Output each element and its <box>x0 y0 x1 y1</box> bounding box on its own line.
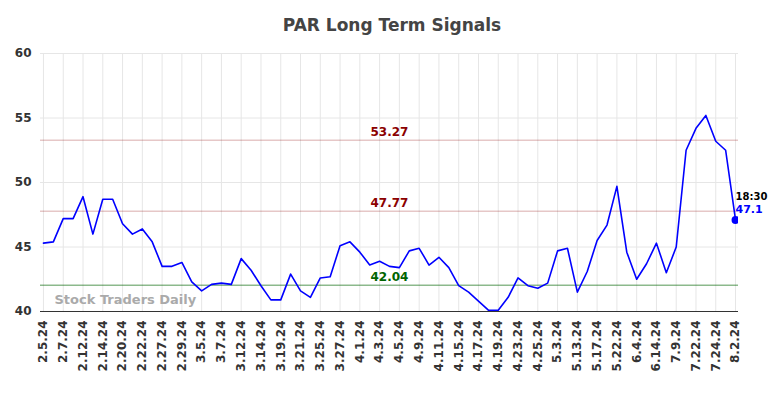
svg-text:2.27.24: 2.27.24 <box>155 321 169 372</box>
svg-text:2.22.24: 2.22.24 <box>135 321 149 372</box>
svg-text:50: 50 <box>15 175 32 189</box>
svg-text:47.77: 47.77 <box>371 196 409 210</box>
svg-text:7.9.24: 7.9.24 <box>669 321 683 364</box>
svg-text:40: 40 <box>15 304 32 318</box>
svg-text:18:30: 18:30 <box>736 191 768 202</box>
svg-text:6.14.24: 6.14.24 <box>649 321 663 372</box>
svg-text:3.5.24: 3.5.24 <box>194 321 208 364</box>
svg-text:47.1: 47.1 <box>736 203 763 216</box>
svg-text:7.24.24: 7.24.24 <box>709 321 723 372</box>
html-text:PAR Long Term Signals: PAR Long Term Signals <box>282 15 502 35</box>
svg-text:5.3.24: 5.3.24 <box>550 321 564 364</box>
svg-text:3.12.24: 3.12.24 <box>234 321 248 372</box>
svg-text:4.3.24: 4.3.24 <box>372 321 386 364</box>
svg-text:2.14.24: 2.14.24 <box>96 321 110 372</box>
svg-text:2.7.24: 2.7.24 <box>56 321 70 364</box>
svg-text:6.4.24: 6.4.24 <box>630 321 644 364</box>
svg-text:5.13.24: 5.13.24 <box>570 321 584 372</box>
svg-text:4.9.24: 4.9.24 <box>412 321 426 364</box>
svg-text:7.22.24: 7.22.24 <box>689 321 703 372</box>
svg-text:55: 55 <box>15 111 32 125</box>
svg-text:3.7.24: 3.7.24 <box>214 321 228 364</box>
svg-text:45: 45 <box>15 240 32 254</box>
svg-text:42.04: 42.04 <box>371 270 409 284</box>
svg-text:Stock Traders Daily: Stock Traders Daily <box>55 292 197 307</box>
svg-text:4.19.24: 4.19.24 <box>491 321 505 372</box>
svg-text:3.27.24: 3.27.24 <box>333 321 347 372</box>
svg-text:2.29.24: 2.29.24 <box>175 321 189 372</box>
svg-text:2.20.24: 2.20.24 <box>115 321 129 372</box>
svg-text:4.23.24: 4.23.24 <box>511 321 525 372</box>
svg-text:4.5.24: 4.5.24 <box>392 321 406 364</box>
svg-text:3.14.24: 3.14.24 <box>254 321 268 372</box>
svg-text:4.1.24: 4.1.24 <box>353 321 367 364</box>
svg-text:3.25.24: 3.25.24 <box>313 321 327 372</box>
svg-text:4.11.24: 4.11.24 <box>432 321 446 372</box>
svg-text:2.5.24: 2.5.24 <box>36 321 50 364</box>
svg-text:4.17.24: 4.17.24 <box>471 321 485 372</box>
svg-text:8.2.24: 8.2.24 <box>728 321 742 364</box>
svg-text:60: 60 <box>15 46 32 60</box>
svg-text:2.12.24: 2.12.24 <box>76 321 90 372</box>
svg-text:4.15.24: 4.15.24 <box>452 321 466 372</box>
svg-text:53.27: 53.27 <box>371 125 409 139</box>
svg-text:5.22.24: 5.22.24 <box>610 321 624 372</box>
svg-text:5.17.24: 5.17.24 <box>590 321 604 372</box>
svg-text:3.21.24: 3.21.24 <box>293 321 307 372</box>
svg-text:4.25.24: 4.25.24 <box>531 321 545 372</box>
svg-text:3.19.24: 3.19.24 <box>274 321 288 372</box>
